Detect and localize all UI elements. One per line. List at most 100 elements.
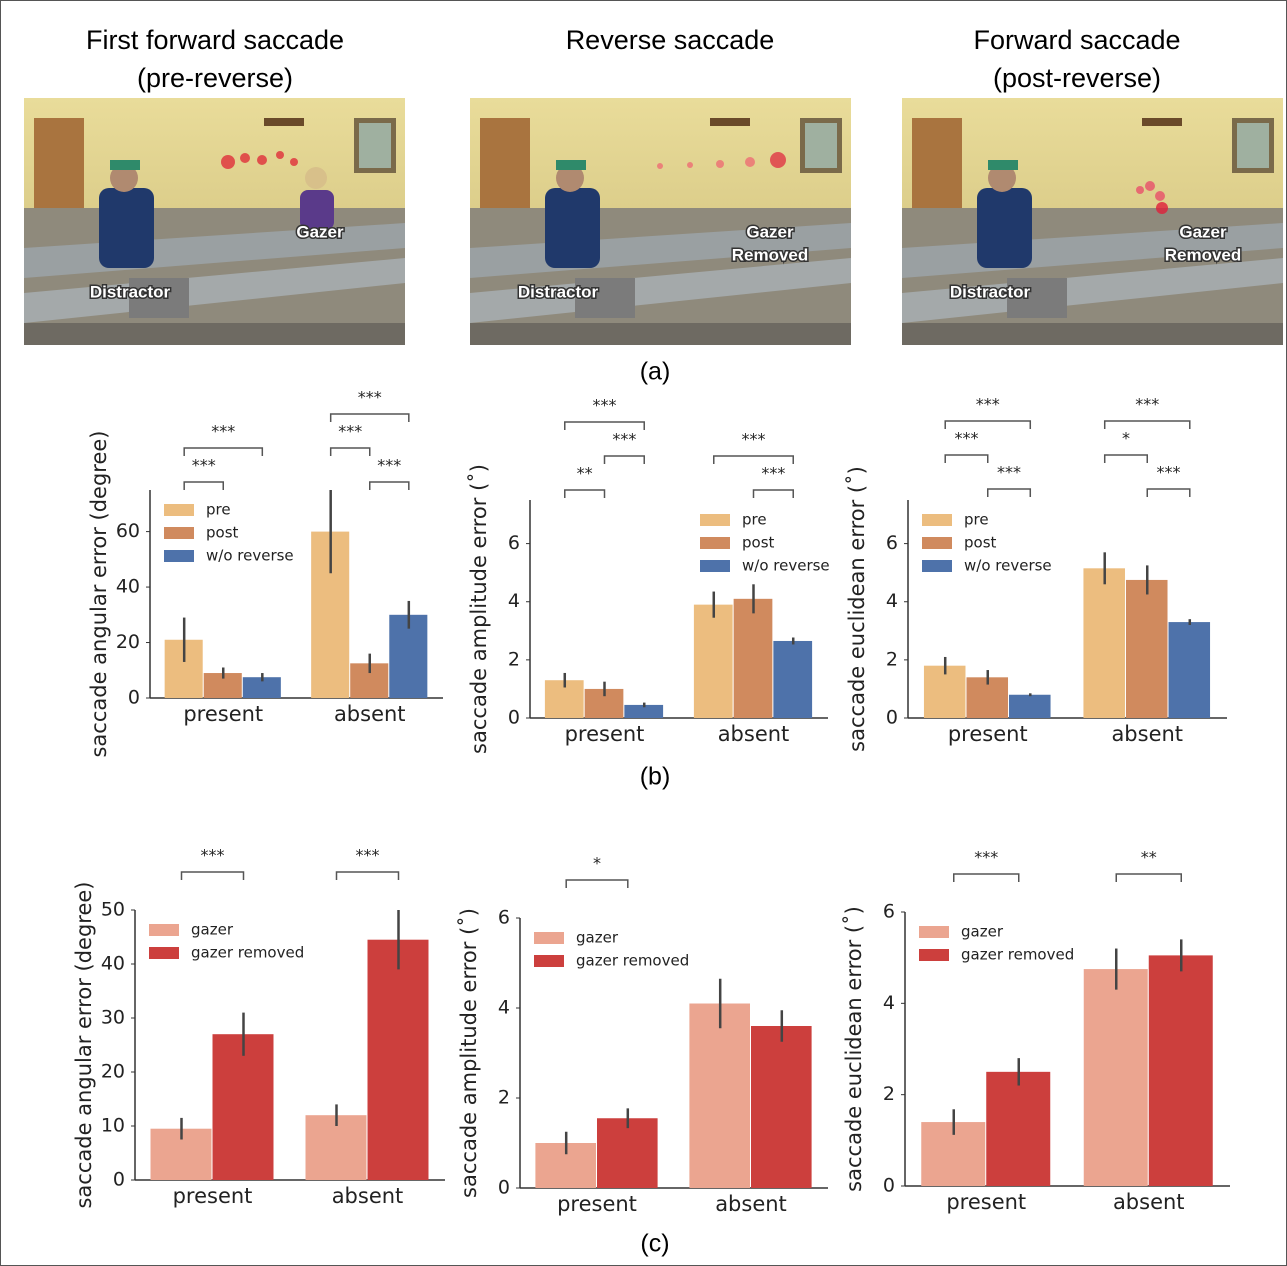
x-tick-label: present (557, 1192, 637, 1216)
bar (693, 604, 733, 718)
y-tick-label: 6 (508, 532, 520, 554)
y-tick-label: 0 (886, 707, 898, 729)
y-tick-label: 0 (113, 1169, 125, 1191)
legend-swatch (164, 550, 194, 562)
legend-swatch (149, 924, 179, 936)
significance-label: ** (577, 464, 593, 483)
legend-swatch (149, 947, 179, 959)
y-tick-label: 6 (883, 901, 895, 923)
photo-title: First forward saccade (86, 25, 344, 55)
bar (1125, 579, 1168, 718)
significance-label: *** (201, 846, 225, 865)
significance-label: *** (742, 430, 766, 449)
legend-label: w/o reverse (742, 557, 830, 575)
x-tick-label: absent (715, 1192, 787, 1216)
photo-title: Forward saccade (973, 25, 1180, 55)
photo: Gazer Removed Distractor (902, 98, 1283, 345)
legend-label: post (742, 534, 775, 552)
chart: 0 2 4 6 saccade euclidean error (˚) present ab… (845, 395, 1227, 752)
y-axis-label: saccade angular error (degree) (72, 881, 96, 1208)
chart: 0 2 4 6 saccade amplitude error (˚) present ab… (457, 854, 828, 1216)
significance-label: *** (612, 430, 636, 449)
y-tick-label: 0 (128, 687, 140, 709)
significance-bracket (944, 454, 989, 463)
chart: 0 2 4 6 saccade euclidean error (˚) present ab… (842, 848, 1230, 1214)
bar (689, 1003, 750, 1188)
significance-label: *** (1157, 463, 1181, 482)
significance-bracket (1115, 873, 1182, 882)
y-tick-label: 20 (101, 1061, 125, 1083)
significance-label: *** (593, 396, 617, 415)
significance-label: *** (358, 388, 382, 407)
y-tick-label: 40 (116, 576, 140, 598)
photo-label: Distractor (90, 282, 171, 301)
legend-label: gazer (191, 921, 234, 939)
bar (1009, 694, 1051, 718)
x-tick-label: absent (718, 722, 790, 746)
significance-bracket (329, 413, 410, 422)
bar (367, 939, 429, 1180)
significance-label: *** (761, 464, 785, 483)
y-tick-label: 4 (498, 997, 510, 1019)
photo-label: Gazer (296, 222, 344, 241)
chart: 0 2 4 6 saccade amplitude error (˚) present ab… (467, 396, 830, 754)
photo-label: Removed (1165, 245, 1242, 264)
y-tick-label: 10 (101, 1115, 125, 1137)
y-axis-label: saccade euclidean error (˚) (845, 466, 869, 752)
y-tick-label: 0 (508, 707, 520, 729)
photo-label: Gazer (746, 222, 794, 241)
y-tick-label: 2 (498, 1087, 510, 1109)
x-tick-label: present (183, 702, 263, 726)
photo-label: Distractor (518, 282, 599, 301)
y-tick-label: 0 (883, 1175, 895, 1197)
y-tick-label: 4 (508, 590, 520, 612)
legend-label: gazer removed (576, 952, 689, 970)
panel-label: (b) (640, 763, 671, 791)
significance-label: *** (976, 395, 1000, 414)
x-tick-label: present (173, 1184, 253, 1208)
x-tick-label: absent (1111, 722, 1183, 746)
significance-label: *** (974, 848, 998, 867)
bar (986, 1071, 1051, 1186)
legend-swatch (922, 560, 952, 572)
significance-label: *** (356, 846, 380, 865)
y-axis-label: saccade amplitude error (˚) (467, 464, 491, 754)
significance-bracket (1103, 454, 1148, 463)
significance-label: * (593, 854, 601, 873)
legend-label: gazer (576, 929, 619, 947)
bar (773, 640, 813, 718)
legend-swatch (534, 955, 564, 967)
legend-swatch (919, 926, 949, 938)
significance-bracket (369, 481, 410, 490)
legend-label: gazer removed (191, 944, 304, 962)
significance-bracket (335, 871, 400, 880)
legend-label: pre (742, 511, 767, 529)
x-tick-label: absent (332, 1184, 404, 1208)
bar (1168, 622, 1211, 718)
y-tick-label: 2 (886, 648, 898, 670)
panel-label: (a) (640, 358, 671, 386)
y-tick-label: 60 (116, 520, 140, 542)
significance-bracket (987, 488, 1032, 497)
significance-bracket (752, 489, 794, 498)
legend-swatch (700, 514, 730, 526)
significance-bracket (329, 447, 371, 456)
legend-label: gazer removed (961, 946, 1074, 964)
significance-bracket (953, 873, 1020, 882)
y-axis-label: saccade amplitude error (˚) (457, 908, 481, 1198)
significance-bracket (180, 871, 245, 880)
significance-bracket (183, 481, 224, 490)
y-tick-label: 40 (101, 953, 125, 975)
y-tick-label: 4 (886, 590, 898, 612)
x-tick-label: present (948, 722, 1028, 746)
bar (751, 1026, 812, 1188)
legend-label: gazer (961, 923, 1004, 941)
legend-swatch (164, 527, 194, 539)
legend-label: w/o reverse (206, 547, 294, 565)
y-tick-label: 6 (498, 907, 510, 929)
significance-bracket (565, 879, 629, 888)
photo-title: Reverse saccade (566, 25, 775, 55)
